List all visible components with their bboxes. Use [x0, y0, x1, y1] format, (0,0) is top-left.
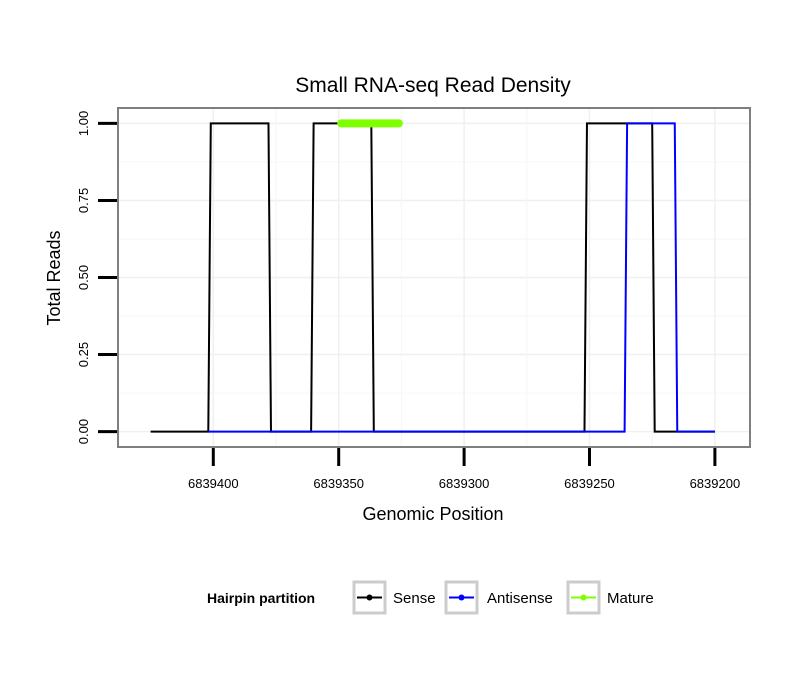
x-tick-label: 6839350: [313, 476, 364, 491]
y-tick-label: 0.00: [76, 419, 91, 444]
x-tick-label: 6839200: [690, 476, 741, 491]
x-tick-label: 6839400: [188, 476, 239, 491]
series-antisense-line: [208, 122, 715, 433]
x-tick-label: 6839250: [564, 476, 615, 491]
y-tick-label: 1.00: [76, 111, 91, 136]
legend-key-mature-point: [580, 594, 587, 601]
legend-label-antisense: Antisense: [487, 590, 553, 607]
y-tick-label: 0.75: [76, 188, 91, 213]
grid: [118, 108, 750, 447]
y-tick-label: 0.50: [76, 265, 91, 290]
plot-panel-border: [117, 107, 751, 448]
legend-key-antisense-point: [458, 594, 465, 601]
legend-key-sense-point: [366, 594, 373, 601]
y-axis-title: Total Reads: [44, 230, 64, 325]
x-axis-title: Genomic Position: [362, 504, 503, 524]
legend-label-sense: Sense: [393, 590, 436, 607]
y-axis: 0.00 0.25 0.50 0.75 1.00: [76, 111, 117, 444]
y-tick-label: 0.25: [76, 342, 91, 367]
legend-label-mature: Mature: [607, 590, 654, 607]
legend-title: Hairpin partition: [207, 590, 315, 606]
chart-title: Small RNA-seq Read Density: [295, 74, 571, 97]
series-group: [150, 119, 715, 433]
x-tick-label: 6839300: [439, 476, 490, 491]
legend: Hairpin partition Sense Antisense Mature: [207, 580, 654, 615]
x-axis: 6839400 6839350 6839300 6839250 6839200: [188, 448, 740, 491]
